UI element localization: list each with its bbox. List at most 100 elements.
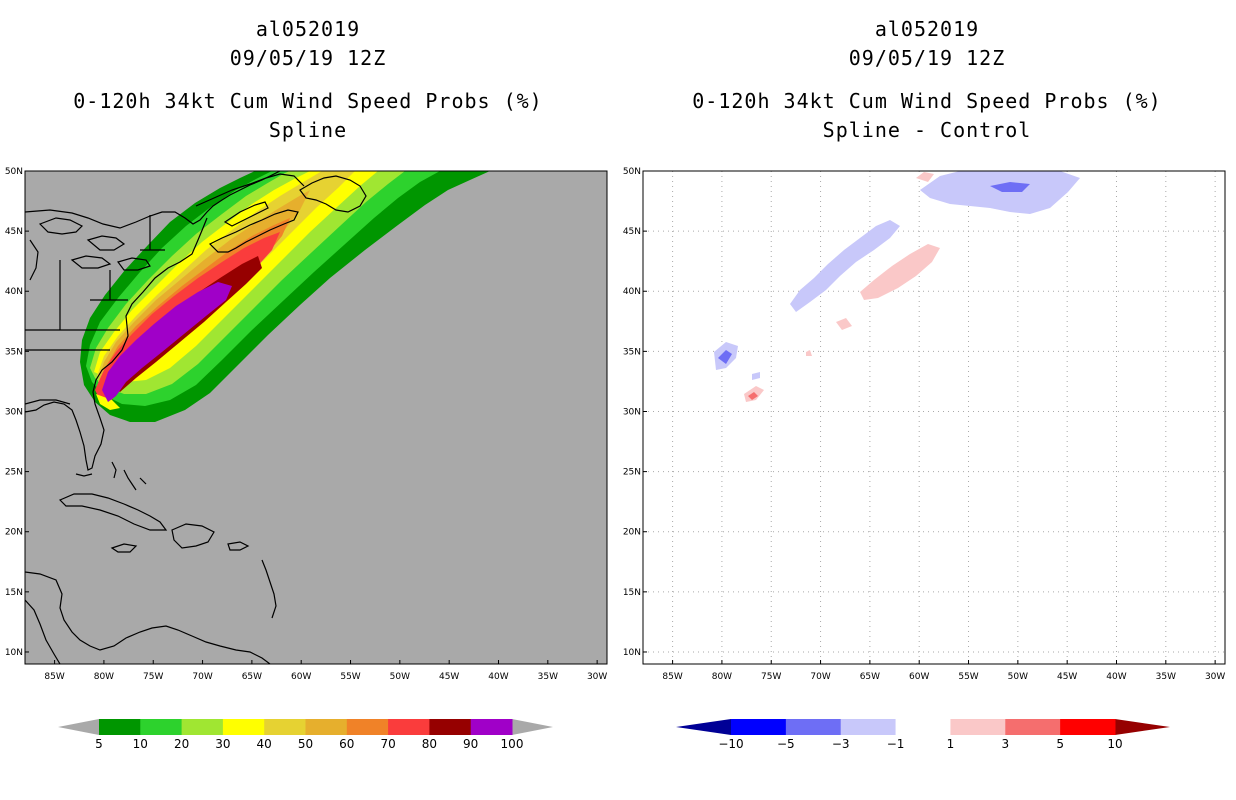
lat-label: 40N (5, 287, 23, 297)
colorbar-label: 10 (1107, 737, 1122, 751)
colorbar-label: 80 (422, 737, 437, 751)
colorbar-low-arrow (58, 719, 99, 735)
lat-label: 20N (5, 528, 23, 538)
lon-label: 50W (1008, 672, 1028, 682)
colorbar-swatch (895, 719, 951, 735)
colorbar-label: 5 (95, 737, 103, 751)
latitude-labels: 10N 15N 20N 25N 30N 35N 40N 45N 50N (5, 167, 29, 658)
lat-label: 25N (5, 468, 23, 478)
lat-label: 50N (623, 167, 641, 177)
right-panel-title: al052019 09/05/19 12Z 0-120h 34kt Cum Wi… (627, 15, 1227, 145)
lat-label: 40N (623, 287, 641, 297)
lon-label: 80W (712, 672, 732, 682)
colorbar-swatch (731, 719, 787, 735)
colorbar-low-arrow (676, 719, 731, 735)
lat-label: 35N (623, 347, 641, 357)
lon-label: 80W (94, 672, 114, 682)
lat-label: 20N (623, 528, 641, 538)
lat-label: 10N (623, 648, 641, 658)
colorbar-swatch (305, 719, 348, 735)
lat-label: 45N (5, 227, 23, 237)
colorbar-swatch (346, 719, 389, 735)
colorbar-label: 10 (133, 737, 148, 751)
probability-contours (80, 171, 490, 422)
colorbar-label: 100 (501, 737, 524, 751)
colorbar-label: 60 (339, 737, 354, 751)
colorbar-label: 30 (215, 737, 230, 751)
lon-label: 85W (44, 672, 64, 682)
colorbar-swatch (429, 719, 472, 735)
lon-label: 35W (1156, 672, 1176, 682)
colorbar-swatch (264, 719, 306, 735)
panel-subtitle: Spline - Control (822, 118, 1032, 142)
lon-label: 55W (340, 672, 360, 682)
colorbar-label: 3 (1001, 737, 1009, 751)
lon-label: 65W (242, 672, 262, 682)
left-map-panel: 10N 15N 20N 25N 30N 35N 40N 45N 50N 85W 80W 75W 70W… (5, 167, 608, 682)
lat-label: 30N (623, 407, 641, 417)
colorbar-swatch (140, 719, 183, 735)
colorbar-label: 90 (463, 737, 478, 751)
difference-colorbar: −10 −5 −3 −1 1 3 5 10 (676, 719, 1170, 751)
lat-label: 45N (623, 227, 641, 237)
difference-contours (714, 171, 1080, 402)
lon-label: 40W (488, 672, 508, 682)
colorbar-high-arrow (512, 719, 553, 735)
lon-label: 60W (909, 672, 929, 682)
colorbar-label: 20 (174, 737, 189, 751)
latitude-labels: 10N 15N 20N 25N 30N 35N 40N 45N 50N (623, 167, 647, 658)
lat-label: 50N (5, 167, 23, 177)
left-panel-title: al052019 09/05/19 12Z 0-120h 34kt Cum Wi… (8, 15, 608, 145)
colorbar-swatch (222, 719, 265, 735)
lon-label: 45W (439, 672, 459, 682)
datetime: 09/05/19 12Z (229, 46, 387, 70)
product-title: 0-120h 34kt Cum Wind Speed Probs (%) (692, 89, 1162, 113)
lon-label: 60W (291, 672, 311, 682)
lat-label: 15N (623, 588, 641, 598)
lon-label: 55W (958, 672, 978, 682)
lon-label: 75W (143, 672, 163, 682)
lon-label: 30W (587, 672, 607, 682)
lon-label: 45W (1057, 672, 1077, 682)
right-map-panel: 10N 15N 20N 25N 30N 35N 40N 45N 50N 85W 80W 75W 70W… (623, 167, 1226, 682)
lat-label: 25N (623, 468, 641, 478)
colorbar-swatch (470, 719, 513, 735)
colorbar-label: 1 (947, 737, 955, 751)
colorbar-swatch (1060, 719, 1116, 735)
lon-label: 40W (1106, 672, 1126, 682)
colorbar-swatch (99, 719, 141, 735)
colorbar-label: −1 (887, 737, 905, 751)
colorbar-swatch (785, 719, 842, 735)
product-title: 0-120h 34kt Cum Wind Speed Probs (%) (73, 89, 543, 113)
lon-label: 70W (810, 672, 830, 682)
datetime: 09/05/19 12Z (848, 46, 1006, 70)
colorbar-swatch (181, 719, 224, 735)
lon-label: 85W (662, 672, 682, 682)
storm-id: al052019 (874, 17, 980, 41)
colorbar-label: 5 (1056, 737, 1064, 751)
colorbar-swatch (1005, 719, 1061, 735)
colorbar-label: −10 (718, 737, 743, 751)
lon-label: 30W (1205, 672, 1225, 682)
panel-subtitle: Spline (268, 118, 348, 142)
lon-label: 65W (860, 672, 880, 682)
lat-label: 35N (5, 347, 23, 357)
lat-label: 15N (5, 588, 23, 598)
lat-label: 10N (5, 648, 23, 658)
colorbar-label: 50 (298, 737, 313, 751)
storm-id: al052019 (255, 17, 361, 41)
lon-label: 35W (538, 672, 558, 682)
colorbar-swatch (388, 719, 430, 735)
colorbar-label: 40 (257, 737, 272, 751)
lon-label: 50W (390, 672, 410, 682)
longitude-labels: 85W 80W 75W 70W 65W 60W 55W 50W 45W 40W 35W 30W (44, 660, 607, 682)
colorbar-label: 70 (380, 737, 395, 751)
longitude-labels: 85W 80W 75W 70W 65W 60W 55W 50W 45W 40W 35W 30W (662, 660, 1225, 682)
colorbar-label: −3 (832, 737, 850, 751)
lat-label: 30N (5, 407, 23, 417)
probability-colorbar: 5 10 20 30 40 50 60 70 80 90 100 (58, 719, 553, 751)
lon-label: 75W (761, 672, 781, 682)
colorbar-swatch (840, 719, 897, 735)
colorbar-high-arrow (1115, 719, 1170, 735)
